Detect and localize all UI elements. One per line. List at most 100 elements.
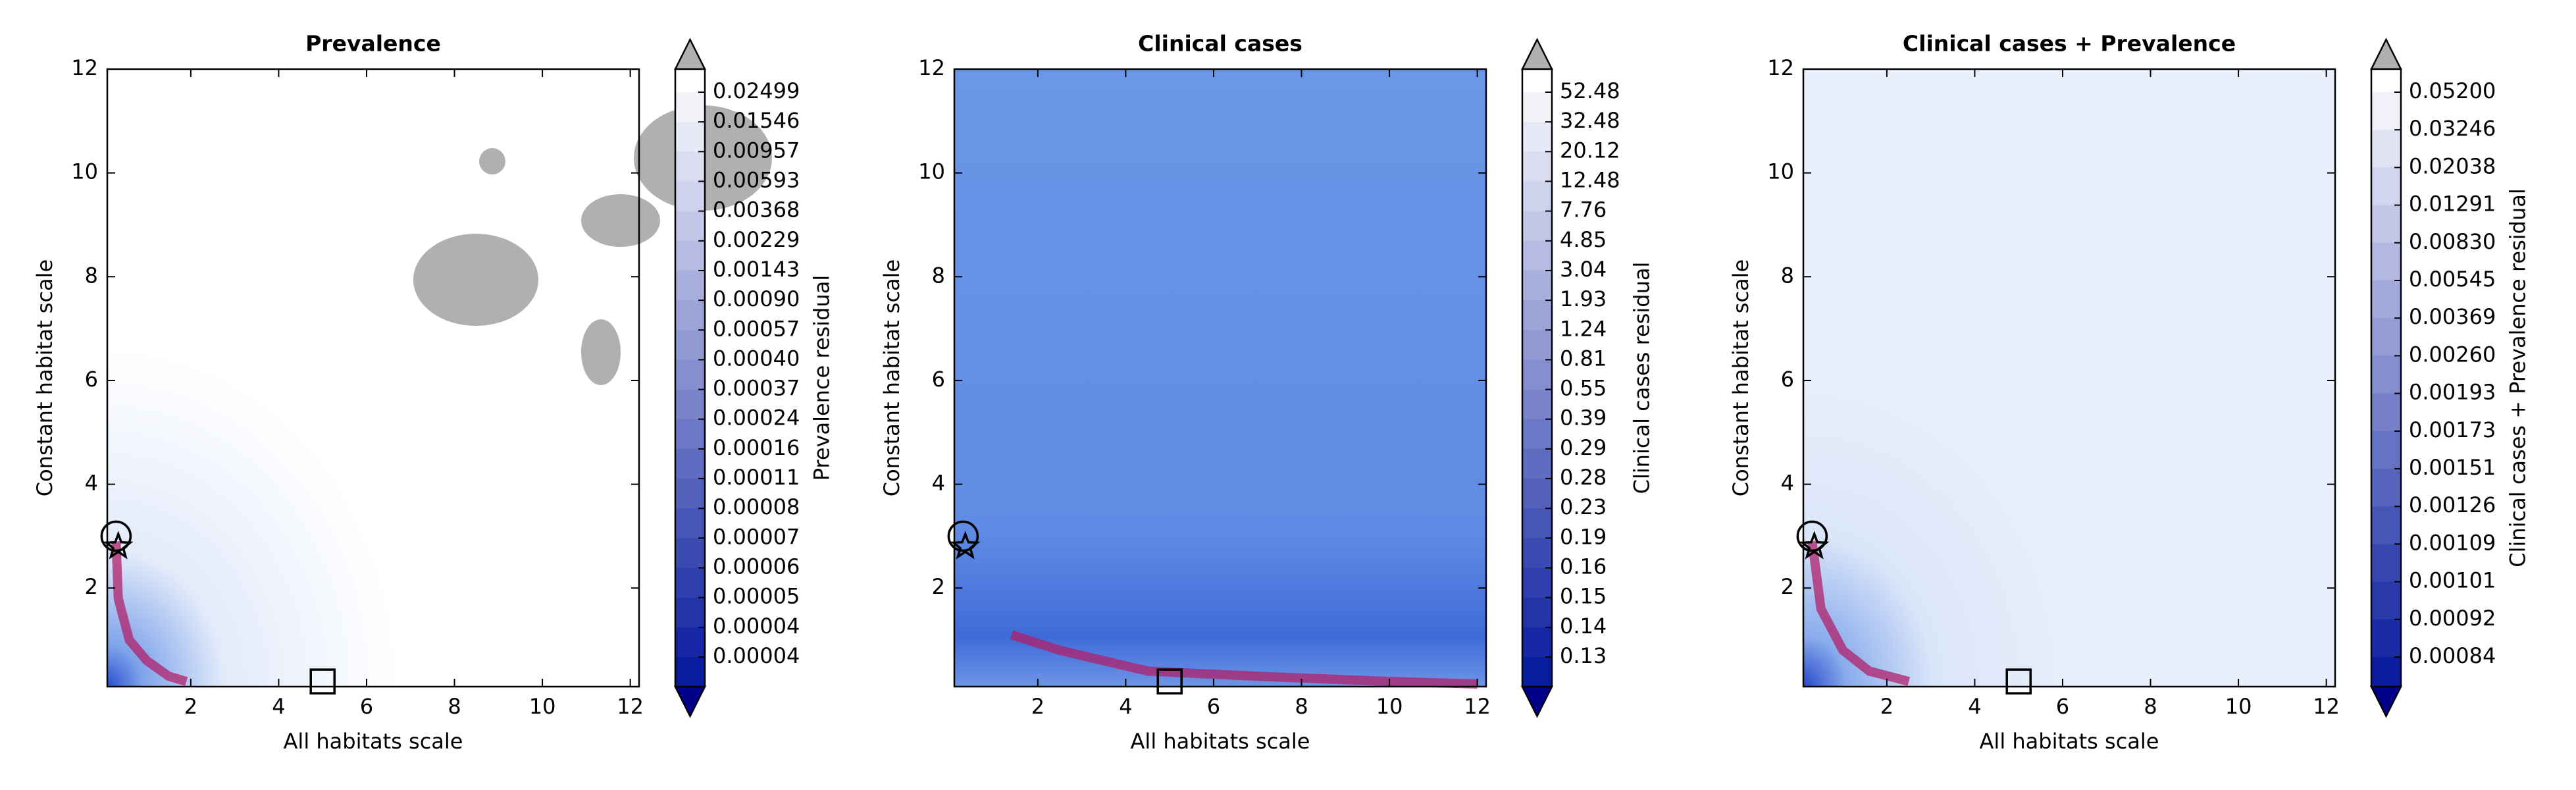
colorbar-band [2371,356,2401,394]
colorbar-extend-bottom [673,685,707,718]
x-tick-label: 12 [1464,694,1491,719]
colorbar-band [2371,130,2401,168]
colorbar-band [675,211,705,242]
x-tick-label: 12 [617,694,644,719]
colorbar-tick-label: 0.00830 [2409,229,2496,254]
colorbar-band [675,181,705,212]
colorbar-tick-label: 0.28 [1560,465,1607,490]
colorbar-band [2371,318,2401,356]
colorbar-tick-label: 0.39 [1560,406,1607,431]
colorbar-band [675,69,705,93]
colorbar-tick-label: 0.00007 [713,524,800,549]
colorbar-band [1522,448,1552,479]
colorbar-tick-label: 0.19 [1560,524,1607,549]
colorbar-tick-label: 0.00004 [713,614,800,639]
colorbar-band [1522,211,1552,242]
colorbar-band [675,538,705,569]
y-tick-label: 2 [1781,574,1794,599]
colorbar-band [1522,597,1552,628]
masked-region [581,319,621,385]
colorbar-band [2371,469,2401,507]
colorbar-tick-label: 0.00368 [713,198,800,223]
x-axis-label: All habitats scale [1131,729,1310,754]
colorbar-band [675,419,705,450]
colorbar-tick-label: 0.00143 [713,257,800,282]
colorbar-tick-label: 0.00008 [713,494,800,519]
colorbar-band [675,359,705,390]
chart-title: Clinical cases + Prevalence [1903,31,2236,57]
colorbar-frame [2370,68,2402,688]
colorbar-tick-label: 0.23 [1560,494,1607,519]
colorbar-label: Clinical cases + Prevalence residual [2505,188,2530,567]
colorbar-tick-label: 32.48 [1560,108,1620,133]
y-tick-label: 6 [1781,367,1794,392]
marker-square [309,668,336,695]
x-tick-label: 4 [272,694,285,719]
colorbar-band [1522,419,1552,450]
colorbar-band [2371,657,2401,687]
colorbar-tick-label: 0.00011 [713,465,800,490]
colorbar-tick-label: 0.00229 [713,227,800,252]
colorbar-tick-label: 0.55 [1560,376,1607,401]
colorbar-band [2371,205,2401,244]
colorbar-label: Clinical cases residual [1630,262,1655,494]
x-tick-label: 8 [1295,694,1308,719]
y-tick-label: 6 [85,367,98,392]
colorbar-tick-label: 0.13 [1560,643,1607,668]
colorbar-band [675,122,705,152]
y-axis-label: Constant habitat scale [32,259,57,496]
colorbar-band [675,151,705,182]
marker-circle [100,520,132,552]
x-tick-label: 8 [2144,694,2157,719]
colorbar-band [1522,69,1552,93]
colorbar-tick-label: 0.29 [1560,435,1607,460]
colorbar-band [1522,92,1552,122]
plot-frame [953,68,1487,688]
y-tick-label: 8 [85,263,98,288]
colorbar-tick-label: 0.00005 [713,584,800,609]
contour-highlight [1807,540,1911,686]
colorbar-band [1522,657,1552,687]
colorbar-tick-label: 0.00193 [2409,380,2496,405]
x-axis-label: All habitats scale [1980,729,2159,754]
colorbar-extend-top [673,38,707,70]
chart-title: Clinical cases [1138,31,1302,57]
colorbar-band [1522,270,1552,301]
x-axis-label: All habitats scale [284,729,463,754]
contour-highlight [111,541,188,686]
masked-region [581,194,660,247]
colorbar-band [675,657,705,687]
colorbar-band [2371,506,2401,544]
colorbar-band [2371,280,2401,319]
colorbar-tick-label: 0.00006 [713,554,800,579]
colorbar-tick-label: 0.01546 [713,108,800,133]
y-tick-label: 8 [932,263,945,288]
colorbar-tick-label: 0.00037 [713,376,800,401]
y-tick-label: 12 [918,55,945,80]
colorbar-band [1522,389,1552,420]
colorbar-tick-label: 7.76 [1560,198,1607,223]
colorbar-extend-top [1520,38,1554,70]
colorbar-label: Prevalence residual [809,275,834,481]
colorbar-tick-label: 0.15 [1560,584,1607,609]
colorbar-tick-label: 0.02499 [713,78,800,103]
colorbar-band [1522,330,1552,360]
colorbar-band [1522,151,1552,182]
colorbar-band [1522,300,1552,330]
colorbar-tick-label: 0.81 [1560,346,1607,371]
colorbar-tick-label: 0.05200 [2409,78,2496,103]
x-tick-label: 10 [1376,694,1403,719]
y-tick-label: 6 [932,367,945,392]
colorbar-band [1522,181,1552,212]
colorbar-band [1522,627,1552,658]
contour-field [954,69,1486,687]
colorbar-tick-label: 52.48 [1560,78,1620,103]
colorbar-tick-label: 0.00016 [713,435,800,460]
marker-star [1799,531,1830,560]
colorbar-tick-label: 0.03246 [2409,116,2496,141]
x-tick-label: 6 [1207,694,1220,719]
y-tick-label: 2 [85,574,98,599]
y-tick-label: 10 [71,159,98,184]
colorbar-tick-label: 0.14 [1560,614,1607,639]
